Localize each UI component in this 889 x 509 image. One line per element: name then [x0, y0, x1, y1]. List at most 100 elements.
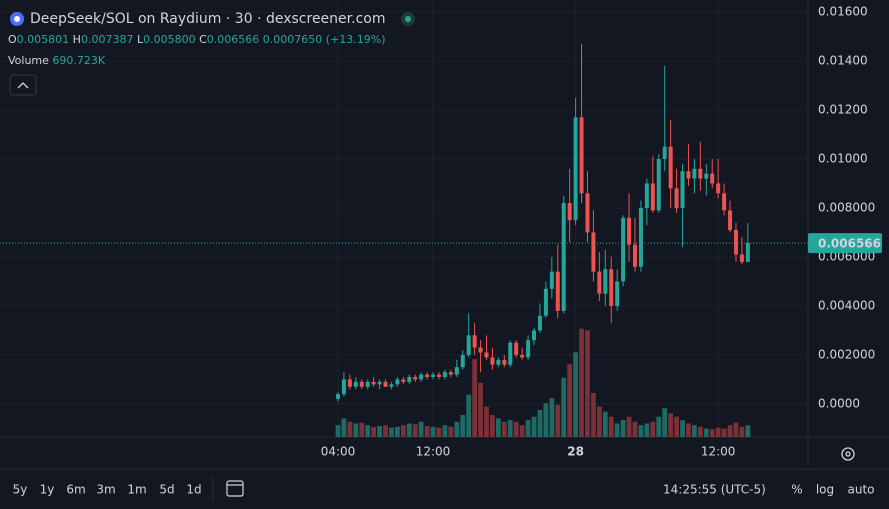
volume-bar	[626, 416, 632, 437]
volume-bar	[531, 416, 537, 437]
x-tick-label: 28	[567, 445, 584, 459]
date-range-button[interactable]	[226, 480, 244, 497]
candle-body	[520, 354, 525, 358]
range-button[interactable]: 5y	[13, 483, 28, 497]
candle-body	[365, 381, 370, 387]
volume-bar	[644, 423, 650, 437]
candle-body	[359, 381, 364, 387]
candle-body	[502, 359, 507, 365]
volume-bar	[359, 422, 365, 437]
legend-change-pct: (+13.19%)	[326, 33, 386, 46]
collapse-button[interactable]	[9, 74, 37, 96]
range-button[interactable]: 1y	[40, 483, 55, 497]
legend-key: L	[137, 33, 144, 46]
range-button[interactable]: 1m	[127, 483, 146, 497]
volume-bar	[638, 425, 644, 437]
last-price-label: 0.006566	[818, 237, 881, 251]
volume-bar	[709, 429, 715, 437]
candle-body	[478, 347, 483, 353]
range-button[interactable]: 3m	[96, 483, 115, 497]
range-button[interactable]: 1d	[186, 483, 201, 497]
volume-bar	[591, 393, 596, 437]
candle-body	[442, 372, 447, 377]
candle-body	[650, 183, 655, 211]
candle-body	[425, 374, 430, 377]
candle-body	[377, 381, 382, 385]
status-dot	[405, 16, 411, 22]
y-tick-label: 0.01600	[818, 5, 868, 19]
candle-body	[419, 374, 424, 380]
candle-body	[466, 335, 471, 355]
volume-bar	[501, 421, 507, 437]
legend-value: 0.005801	[17, 33, 70, 46]
candle-body	[514, 342, 519, 355]
candle-body	[686, 171, 691, 179]
candle-body	[353, 381, 358, 387]
volume-bar	[430, 426, 436, 437]
volume-bar	[377, 426, 382, 437]
candle-body	[662, 146, 667, 159]
candle-body	[407, 376, 412, 382]
volume-bar	[513, 421, 519, 437]
legend-key: H	[73, 33, 81, 46]
volume-bar	[715, 427, 721, 437]
candle-body	[490, 357, 495, 365]
calendar-icon	[226, 480, 244, 497]
range-button[interactable]: 5d	[159, 483, 174, 497]
legend-key: C	[199, 33, 207, 46]
candle-body	[722, 193, 727, 211]
candle-body	[603, 269, 608, 294]
candle-body	[704, 173, 709, 179]
auto-toggle[interactable]: auto	[847, 483, 874, 497]
candle-body	[656, 158, 661, 211]
legend-key: Volume	[8, 54, 49, 67]
candle-body	[395, 379, 400, 385]
candle-body	[698, 168, 703, 179]
candle-body	[597, 271, 602, 294]
settings-icon	[845, 451, 851, 457]
candle-body	[336, 394, 340, 400]
log-toggle[interactable]: log	[816, 483, 834, 497]
candle-body	[680, 171, 685, 208]
percent-toggle[interactable]: %	[791, 483, 802, 497]
settings-button[interactable]	[841, 447, 855, 461]
volume-bar	[490, 415, 495, 437]
volume-bar	[424, 426, 430, 437]
volume-bar	[662, 408, 668, 437]
y-tick-label: 0.008000	[818, 200, 875, 214]
candle-body	[710, 173, 715, 184]
candle-body	[638, 207, 643, 267]
volume-bar	[668, 413, 674, 437]
volume-bar	[680, 420, 685, 437]
range-button[interactable]: 6m	[66, 483, 85, 497]
candle-body	[585, 193, 590, 233]
candle-body	[549, 271, 554, 289]
volume-bar	[697, 426, 703, 437]
volume-bar	[608, 416, 614, 437]
candle-body	[383, 381, 388, 387]
candle-body	[733, 230, 738, 255]
volume-bar	[745, 425, 751, 437]
volume-bar	[436, 427, 442, 437]
volume-bar	[620, 420, 626, 437]
volume-bar	[656, 416, 662, 437]
candle-body	[526, 340, 531, 358]
candle-body	[644, 183, 649, 208]
candle-body	[716, 183, 721, 194]
candle-body	[615, 281, 620, 306]
volume-bar	[733, 422, 739, 437]
volume-bar	[365, 425, 371, 437]
volume-bar	[549, 398, 555, 437]
volume-bar	[400, 425, 406, 437]
volume-bar	[418, 421, 424, 437]
candle-body	[496, 359, 501, 365]
volume-bar	[371, 426, 377, 437]
legend-change: 0.0007650	[263, 33, 323, 46]
y-tick-label: 0.01400	[818, 53, 868, 67]
volume-bar	[614, 423, 620, 437]
volume-bar	[335, 425, 341, 437]
volume-bar	[347, 421, 353, 437]
volume-bar	[686, 423, 691, 437]
candle-body	[413, 376, 418, 380]
